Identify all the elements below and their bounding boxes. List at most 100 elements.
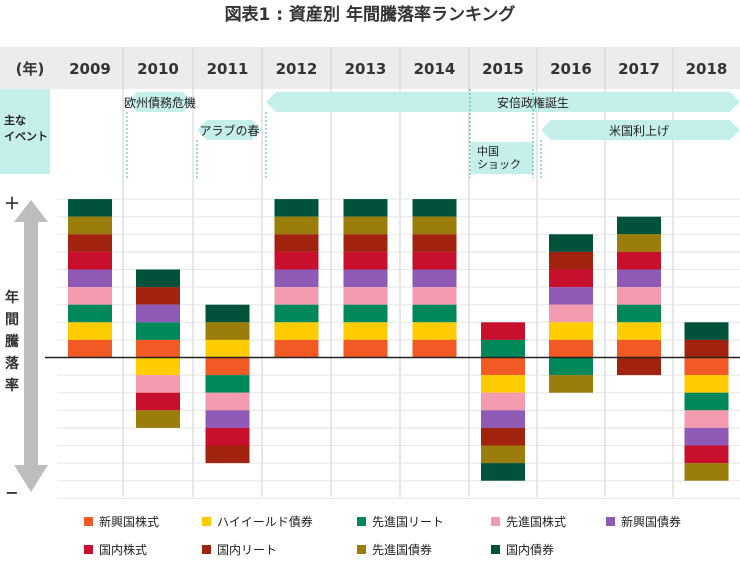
bar-block-2015-high_yield xyxy=(481,375,525,393)
year-label-2011: 2011 xyxy=(207,60,249,78)
legend-swatch-dev_bond xyxy=(357,545,366,554)
bar-block-2013-jp_bond xyxy=(343,199,388,217)
bar-block-2012-dev_equity xyxy=(274,287,319,305)
legend-label-em_equity: 新興国株式 xyxy=(99,514,159,529)
bar-block-2010-high_yield xyxy=(136,357,180,376)
bar-block-2016-dev_equity xyxy=(549,304,593,323)
bar-block-2013-em_bond xyxy=(343,269,388,288)
year-label-2017: 2017 xyxy=(618,60,660,78)
bar-block-2013-jp_equity xyxy=(343,251,388,270)
bar-block-2018-em_bond xyxy=(684,427,729,446)
events-label: イベント xyxy=(4,130,48,143)
bar-block-2013-dev_equity xyxy=(343,287,388,305)
bar-block-2016-dev_bond xyxy=(549,375,593,393)
bar-block-2011-high_yield xyxy=(205,339,250,358)
bar-block-2017-em_equity xyxy=(617,339,661,358)
bar-block-2009-jp_equity xyxy=(68,251,112,270)
bar-block-2017-high_yield xyxy=(617,322,661,340)
year-label-2014: 2014 xyxy=(414,60,456,78)
bar-block-2017-dev_reit xyxy=(617,304,661,323)
legend-swatch-jp_equity xyxy=(84,545,93,554)
year-label-2013: 2013 xyxy=(345,60,387,78)
bar-block-2012-jp_reit xyxy=(274,234,319,252)
bar-block-2010-dev_bond xyxy=(136,410,180,428)
bar-block-2014-em_bond xyxy=(412,269,457,288)
bar-block-2016-em_equity xyxy=(549,339,593,358)
bar-block-2010-jp_reit xyxy=(136,287,180,305)
event-banner-1 xyxy=(197,120,262,140)
bar-block-2016-jp_bond xyxy=(549,234,593,252)
bar-block-2014-jp_equity xyxy=(412,251,457,270)
bar-block-2010-jp_equity xyxy=(136,392,180,411)
year-header-label: (年) xyxy=(16,60,45,78)
bar-block-2009-em_bond xyxy=(68,269,112,288)
bar-block-2013-em_equity xyxy=(343,339,388,358)
bar-block-2013-dev_bond xyxy=(343,216,388,235)
bar-block-2013-high_yield xyxy=(343,322,388,340)
bar-block-2012-dev_reit xyxy=(274,304,319,323)
bar-block-2015-em_bond xyxy=(481,410,525,428)
bar-block-2018-jp_equity xyxy=(684,445,729,464)
bar-block-2018-dev_equity xyxy=(684,410,729,428)
bar-block-2016-dev_reit xyxy=(549,357,593,376)
event-banner-0 xyxy=(127,92,193,112)
bar-block-2011-em_equity xyxy=(205,357,250,376)
event-banner-4 xyxy=(471,142,533,174)
bar-block-2012-dev_bond xyxy=(274,216,319,235)
bar-block-2015-jp_bond xyxy=(481,463,525,481)
legend-label-dev_equity: 先進国株式 xyxy=(506,514,566,529)
year-label-2009: 2009 xyxy=(69,60,111,78)
legend-label-jp_reit: 国内リート xyxy=(217,543,277,557)
legend-swatch-dev_equity xyxy=(491,517,500,526)
bar-block-2018-jp_reit xyxy=(684,339,729,358)
bar-block-2010-jp_bond xyxy=(136,269,180,288)
y-axis-label: 年間騰落率 xyxy=(5,289,20,394)
bar-block-2012-jp_equity xyxy=(274,251,319,270)
year-label-2016: 2016 xyxy=(550,60,592,78)
bar-block-2009-em_equity xyxy=(68,339,112,358)
bar-block-2018-high_yield xyxy=(684,375,729,393)
bar-block-2012-em_equity xyxy=(274,339,319,358)
year-label-2018: 2018 xyxy=(686,60,728,78)
event-banner-3 xyxy=(541,120,740,140)
bar-block-2015-jp_reit xyxy=(481,427,525,446)
event-banner-0-label: 欧州債務危機 xyxy=(124,95,196,110)
bar-block-2018-em_equity xyxy=(684,357,729,376)
legend-label-jp_bond: 国内債券 xyxy=(506,542,554,557)
bar-block-2018-dev_bond xyxy=(684,463,729,481)
bar-block-2015-dev_equity xyxy=(481,392,525,411)
legend-label-high_yield: ハイイールド債券 xyxy=(217,514,313,529)
bar-block-2015-jp_equity xyxy=(481,322,525,340)
y-bottom-label: − xyxy=(5,483,18,502)
event-banner-4-label: ショック xyxy=(477,158,521,171)
bar-block-2012-high_yield xyxy=(274,322,319,340)
bar-block-2009-jp_bond xyxy=(68,199,112,217)
bar-block-2015-dev_reit xyxy=(481,339,525,358)
bar-block-2009-dev_equity xyxy=(68,287,112,305)
bar-block-2014-jp_bond xyxy=(412,199,457,217)
bar-block-2016-em_bond xyxy=(549,287,593,305)
events-label-box xyxy=(0,89,50,174)
event-banner-3-label: 米国利上げ xyxy=(609,124,669,138)
bar-block-2017-em_bond xyxy=(617,269,661,288)
legend-swatch-jp_reit xyxy=(202,545,211,554)
legend-label-dev_bond: 先進国債券 xyxy=(372,542,432,557)
event-banner-1-label: アラブの春 xyxy=(199,123,259,138)
bar-block-2009-dev_bond xyxy=(68,216,112,235)
bar-block-2010-em_bond xyxy=(136,304,180,323)
events-label: 主な xyxy=(4,113,26,127)
bar-block-2017-jp_equity xyxy=(617,251,661,270)
bar-block-2011-dev_bond xyxy=(205,322,250,340)
bar-block-2014-high_yield xyxy=(412,322,457,340)
bar-block-2014-dev_reit xyxy=(412,304,457,323)
legend-swatch-jp_bond xyxy=(491,545,500,554)
bar-block-2017-dev_equity xyxy=(617,287,661,305)
event-banner-2 xyxy=(266,92,740,112)
y-top-label: ＋ xyxy=(4,194,20,213)
bar-block-2011-dev_reit xyxy=(205,375,250,393)
bar-block-2013-jp_reit xyxy=(343,234,388,252)
bar-block-2016-jp_reit xyxy=(549,251,593,270)
bar-block-2009-jp_reit xyxy=(68,234,112,252)
event-banner-4-label: 中国 xyxy=(477,145,499,158)
year-label-2012: 2012 xyxy=(276,60,318,78)
